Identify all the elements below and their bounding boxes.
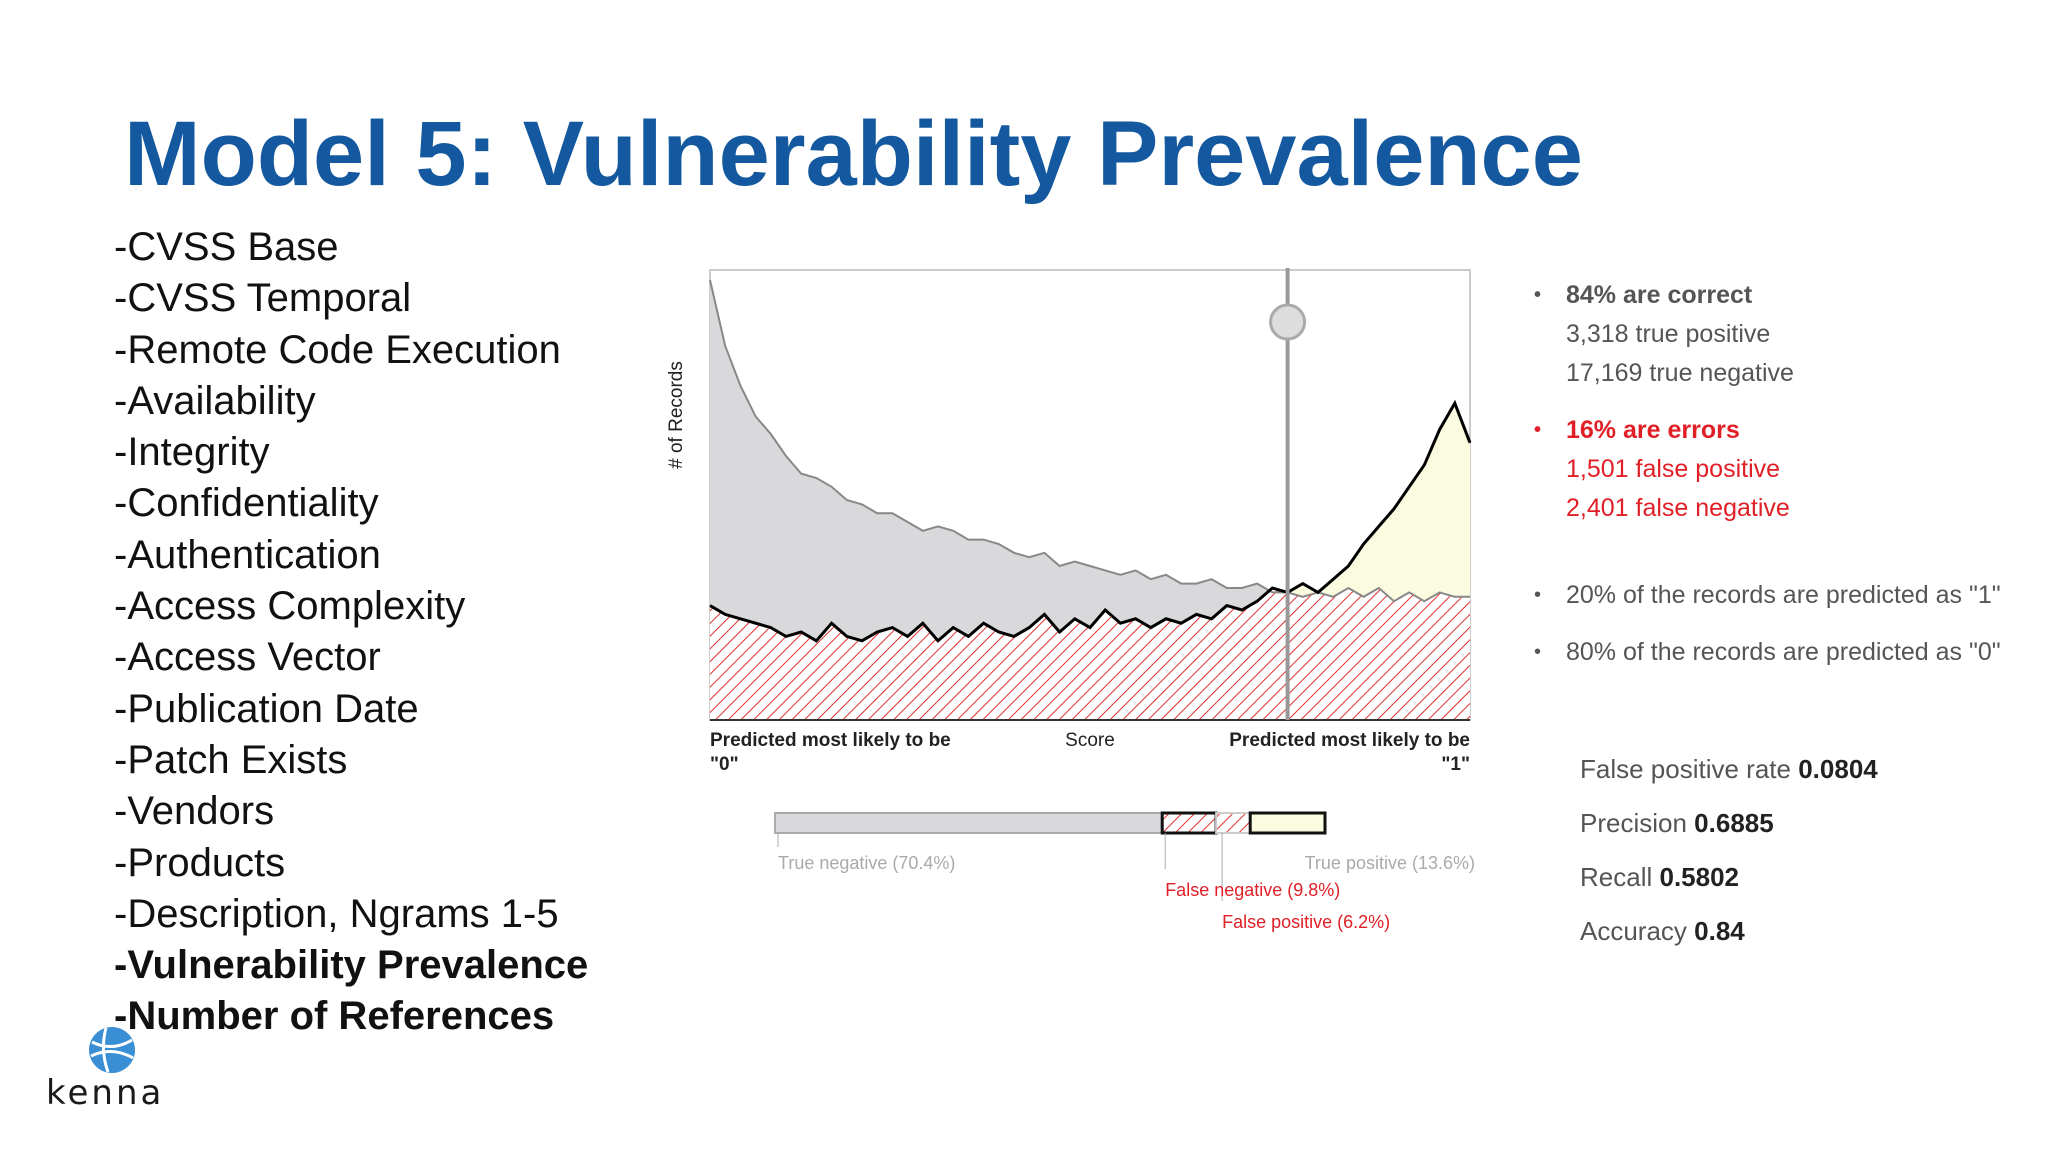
stat-false-negative: 2,401 false negative	[1566, 494, 1790, 522]
feature-item: -Patch Exists	[114, 737, 348, 782]
metric-precision: Precision 0.6885	[1580, 796, 1878, 850]
bar-label-false-positive: False positive (6.2%)	[1222, 912, 1390, 932]
metric-label: Recall	[1580, 862, 1653, 892]
logo-text: kenna	[46, 1073, 164, 1113]
feature-item: -Vendors	[114, 789, 275, 834]
metric-label: Accuracy	[1580, 916, 1687, 946]
metric-label: False positive rate	[1580, 754, 1791, 784]
feature-item: -Authentication	[114, 532, 381, 577]
stat-predicted-0: 80% of the records are predicted as "0"	[1534, 633, 2001, 672]
metric-label: Precision	[1580, 808, 1687, 838]
metrics-list: False positive rate 0.0804 Precision 0.6…	[1580, 742, 1878, 958]
feature-list: -CVSS Base -CVSS Temporal -Remote Code E…	[114, 222, 588, 1043]
feature-item: -CVSS Base	[114, 225, 339, 269]
bar-false-positive	[1215, 812, 1252, 834]
bar-label-false-negative: False negative (9.8%)	[1165, 880, 1340, 900]
feature-item: -Availability	[114, 378, 316, 423]
feature-item: -CVSS Temporal	[114, 276, 412, 321]
stat-predicted-1: 20% of the records are predicted as "1"	[1534, 576, 2001, 615]
x-label-right-line1: Predicted most likely to be	[1229, 730, 1470, 751]
x-label-left-line2: "0"	[710, 754, 739, 775]
slide-title: Model 5: Vulnerability Prevalence	[124, 103, 1583, 205]
threshold-handle	[1269, 303, 1307, 341]
stat-false-positive: 1,501 false positive	[1566, 455, 1781, 483]
x-axis-label: Score	[1065, 730, 1115, 751]
metric-value: 0.84	[1694, 916, 1745, 946]
score-distribution-chart: # of Records Predicted most likely to be…	[666, 268, 1475, 932]
stats-list: 84% are correct 3,318 true positive 17,1…	[1534, 276, 2001, 672]
y-axis-label: # of Records	[666, 361, 687, 469]
kenna-logo: kenna	[44, 1026, 194, 1121]
metric-false-positive-rate: False positive rate 0.0804	[1580, 742, 1878, 796]
metric-value: 0.0804	[1798, 754, 1878, 784]
metric-accuracy: Accuracy 0.84	[1580, 904, 1878, 958]
bar-label-true-negative: True negative (70.4%)	[778, 853, 955, 873]
false-negative-area	[710, 588, 1288, 720]
bar-false-negative	[1160, 811, 1218, 835]
bar-true-positive	[1248, 811, 1327, 835]
bar-label-true-positive: True positive (13.6%)	[1305, 853, 1475, 873]
feature-item: -Number of References	[114, 994, 555, 1039]
metric-recall: Recall 0.5802	[1580, 850, 1878, 904]
feature-item: -Description, Ngrams 1-5	[114, 891, 559, 936]
x-label-right-line2: "1"	[1441, 754, 1470, 775]
feature-item: -Access Vector	[114, 635, 381, 680]
stat-correct-heading: 84% are correct	[1534, 276, 2001, 315]
series-positive-line	[709, 399, 1472, 643]
bar-true-negative	[774, 812, 1164, 834]
metric-value: 0.6885	[1694, 808, 1774, 838]
false-positive-area	[1287, 588, 1470, 720]
feature-item: -Products	[114, 840, 286, 885]
stat-true-positive: 3,318 true positive	[1566, 320, 1771, 348]
series-negative-area-left	[710, 280, 1288, 720]
feature-item: -Vulnerability Prevalence	[114, 943, 589, 988]
feature-item: -Remote Code Execution	[114, 327, 561, 372]
feature-item: -Publication Date	[114, 686, 419, 731]
stat-true-negative: 17,169 true negative	[1566, 359, 1794, 387]
feature-item: -Integrity	[114, 430, 270, 475]
stat-errors-heading: 16% are errors	[1534, 411, 2001, 450]
feature-item: -Access Complexity	[114, 584, 466, 629]
metric-value: 0.5802	[1659, 862, 1740, 892]
x-label-left-line1: Predicted most likely to be	[710, 730, 951, 751]
feature-item: -Confidentiality	[114, 481, 379, 526]
series-negative-line	[709, 279, 1470, 603]
